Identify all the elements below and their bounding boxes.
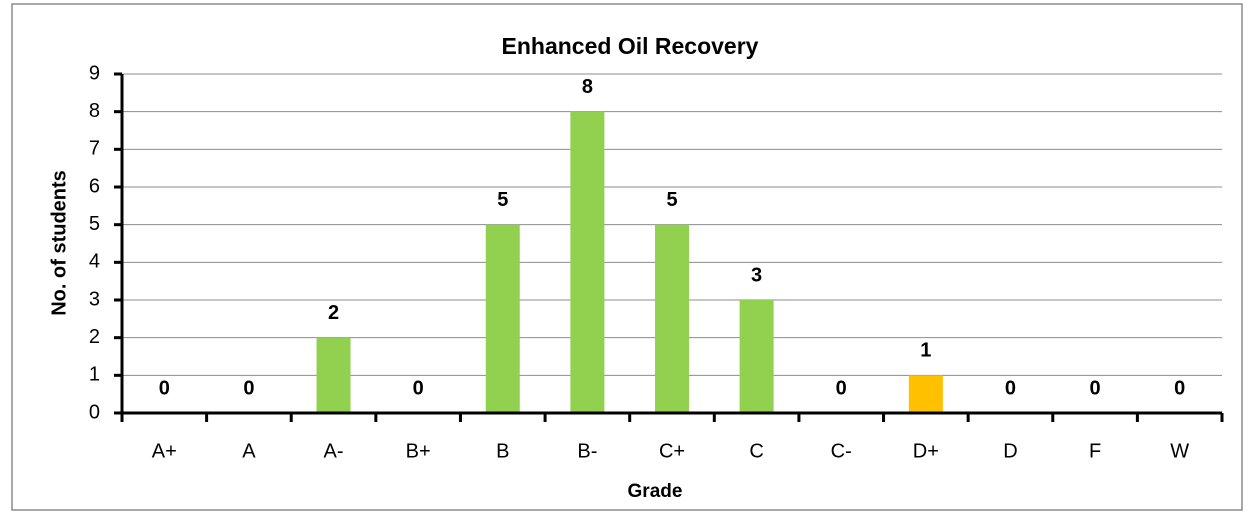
y-tick-label: 8 xyxy=(89,100,100,122)
data-label: 0 xyxy=(1005,377,1016,399)
bar xyxy=(908,375,943,413)
x-tick-label: A- xyxy=(324,440,344,462)
x-tick-label: W xyxy=(1170,440,1189,462)
data-label: 8 xyxy=(582,76,593,98)
data-label: 3 xyxy=(751,264,762,286)
bar xyxy=(485,224,520,413)
data-label: 1 xyxy=(920,340,931,362)
y-tick-label: 4 xyxy=(89,251,100,273)
data-label: 0 xyxy=(159,377,170,399)
y-tick-label: 2 xyxy=(89,326,100,348)
data-label: 2 xyxy=(328,302,339,324)
x-tick-label: A xyxy=(242,440,256,462)
y-tick-label: 1 xyxy=(89,364,100,386)
data-label: 0 xyxy=(413,377,424,399)
x-tick-label: C xyxy=(749,440,763,462)
x-tick-label: A+ xyxy=(152,440,177,462)
y-tick-label: 3 xyxy=(89,288,100,310)
x-tick-label: B xyxy=(496,440,509,462)
y-tick-label: 6 xyxy=(89,175,100,197)
x-tick-label: D xyxy=(1003,440,1017,462)
y-tick-label: 0 xyxy=(89,401,100,423)
chart-border xyxy=(11,3,1243,511)
y-tick-label: 9 xyxy=(89,62,100,84)
x-tick-label: B+ xyxy=(406,440,431,462)
x-tick-label: C+ xyxy=(659,440,685,462)
bar xyxy=(655,224,689,413)
chart-title: Enhanced Oil Recovery xyxy=(502,33,759,59)
data-label: 0 xyxy=(243,377,254,399)
data-label: 0 xyxy=(836,377,847,399)
y-axis-label: No. of students xyxy=(48,170,70,316)
x-tick-label: C- xyxy=(831,440,852,462)
data-label: 0 xyxy=(1174,377,1185,399)
bar xyxy=(570,111,605,414)
x-tick-label: B- xyxy=(577,440,597,462)
x-tick-label: F xyxy=(1089,440,1101,462)
bar xyxy=(739,300,774,413)
data-label: 5 xyxy=(666,189,677,211)
y-tick-label: 5 xyxy=(89,213,100,235)
data-label: 0 xyxy=(1090,377,1101,399)
y-tick-label: 7 xyxy=(89,138,100,160)
x-tick-label: D+ xyxy=(913,440,939,462)
x-axis-label: Grade xyxy=(628,481,683,502)
data-label: 5 xyxy=(497,189,508,211)
bar xyxy=(316,337,351,413)
